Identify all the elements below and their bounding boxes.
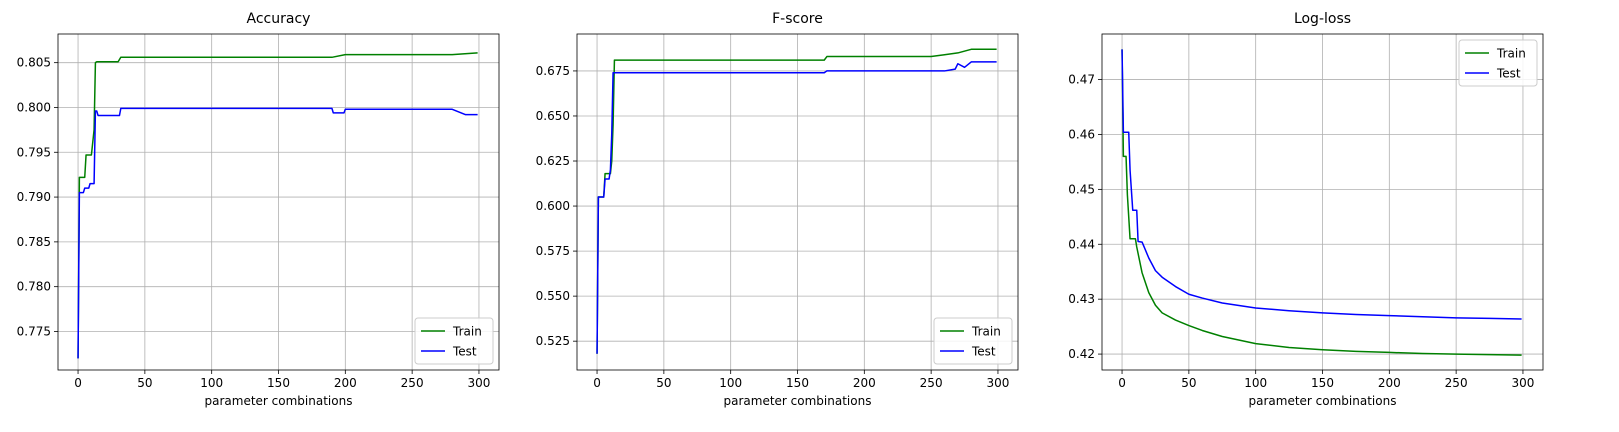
x-tick-label: 50 [137, 376, 152, 390]
x-tick-label: 300 [1512, 376, 1535, 390]
x-tick-label: 200 [1378, 376, 1401, 390]
y-tick-label: 0.675 [536, 64, 570, 78]
y-tick-label: 0.575 [536, 244, 570, 258]
x-tick-label: 0 [593, 376, 601, 390]
y-tick-label: 0.43 [1068, 292, 1095, 306]
f-score-panel: 0 50 100 150 200 250 300 0.525 0.550 0.575 0.600 0.… [536, 11, 1019, 408]
x-tick-label: 250 [920, 376, 943, 390]
series-line-test [1121, 49, 1522, 320]
x-tick-label: 300 [987, 376, 1010, 390]
y-tick-label: 0.775 [17, 324, 51, 338]
chart-title: Log-loss [1294, 11, 1351, 27]
x-tick-label: 100 [719, 376, 742, 390]
legend-box [414, 317, 494, 365]
y-tick-label: 0.600 [536, 199, 570, 213]
x-tick-label: 150 [267, 376, 290, 390]
legend-label-train: Train [971, 325, 1001, 339]
y-tick-label: 0.42 [1068, 347, 1095, 361]
y-tick-label: 0.790 [17, 190, 51, 204]
x-tick-label: 50 [1181, 376, 1196, 390]
y-tick-label: 0.785 [17, 235, 51, 249]
x-axis-label: parameter combinations [724, 394, 872, 408]
accuracy-panel: 0 50 100 150 200 250 300 0.775 0.780 0.785 0.790 0.… [17, 11, 500, 408]
series-line-test [77, 107, 478, 359]
x-tick-label: 200 [853, 376, 876, 390]
y-tick-label: 0.800 [17, 100, 51, 114]
x-axis-label: parameter combinations [1249, 394, 1397, 408]
x-tick-label: 200 [334, 376, 357, 390]
x-tick-label: 0 [74, 376, 82, 390]
y-tick-label: 0.550 [536, 289, 570, 303]
y-tick-label: 0.795 [17, 145, 51, 159]
legend-box [933, 317, 1013, 365]
y-tick-label: 0.805 [17, 56, 51, 70]
series-line-test [596, 61, 997, 354]
chart-title: Accuracy [247, 11, 311, 27]
x-tick-label: 0 [1118, 376, 1126, 390]
y-tick-label: 0.45 [1068, 182, 1095, 196]
y-tick-label: 0.47 [1068, 73, 1095, 87]
x-tick-label: 250 [1445, 376, 1468, 390]
legend-box [1458, 39, 1538, 87]
x-tick-label: 100 [1244, 376, 1267, 390]
x-axis-label: parameter combinations [205, 394, 353, 408]
y-tick-label: 0.525 [536, 334, 570, 348]
y-tick-label: 0.46 [1068, 127, 1095, 141]
legend-label-test: Test [971, 345, 996, 359]
chart-title: F-score [772, 11, 823, 27]
x-tick-label: 150 [786, 376, 809, 390]
legend-label-test: Test [1496, 67, 1521, 81]
x-tick-label: 150 [1311, 376, 1334, 390]
x-tick-label: 100 [200, 376, 223, 390]
y-tick-label: 0.780 [17, 280, 51, 294]
series-line-train [77, 52, 478, 359]
x-tick-label: 50 [656, 376, 671, 390]
legend-label-test: Test [452, 345, 477, 359]
x-tick-label: 300 [468, 376, 491, 390]
y-tick-label: 0.44 [1068, 237, 1095, 251]
x-tick-label: 250 [401, 376, 424, 390]
log-loss-panel: 0 50 100 150 200 250 300 0.42 0.43 0.44 0.45 0.46 0.… [1068, 11, 1544, 408]
legend-label-train: Train [1496, 47, 1526, 61]
y-tick-label: 0.650 [536, 109, 570, 123]
y-tick-label: 0.625 [536, 154, 570, 168]
series-line-train [1121, 49, 1522, 356]
legend-label-train: Train [452, 325, 482, 339]
